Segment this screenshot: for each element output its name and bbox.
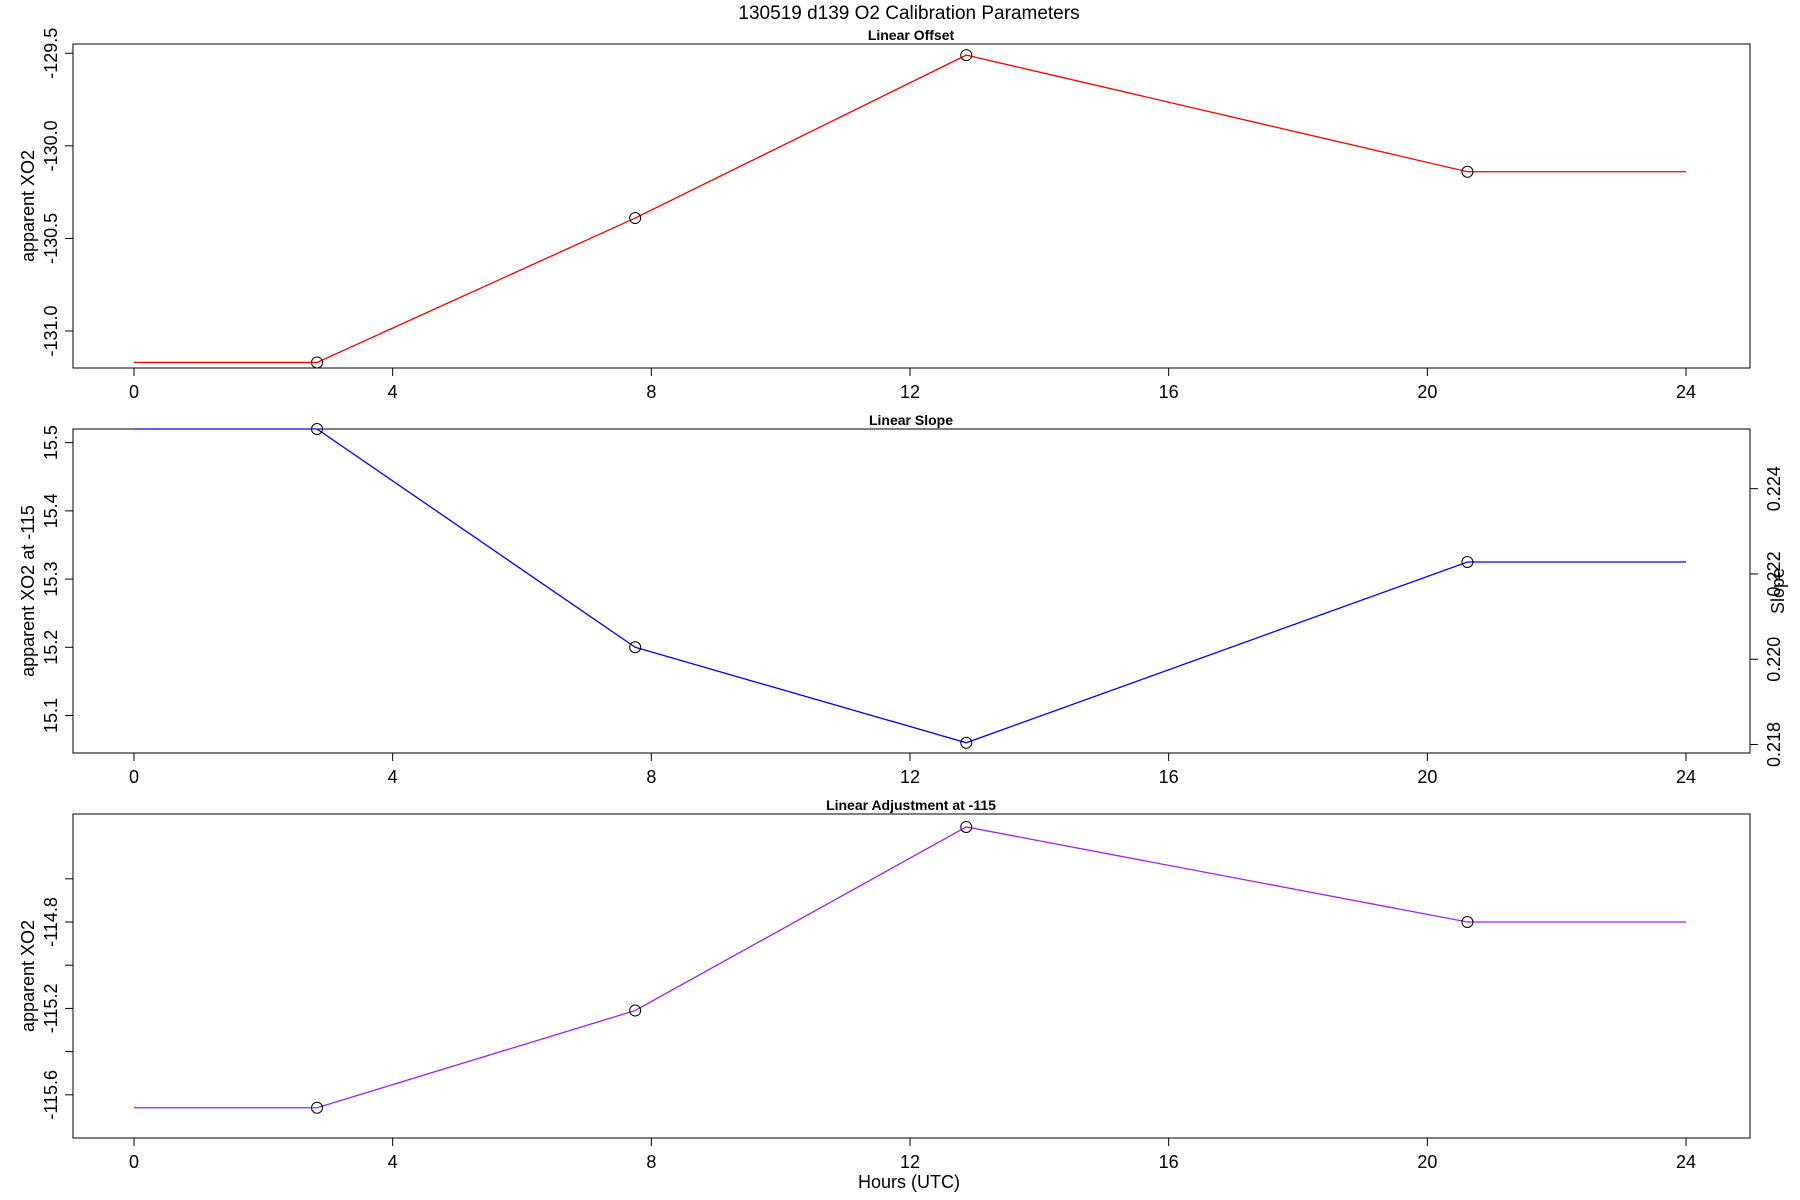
data-point bbox=[311, 1101, 324, 1114]
y2-tick-label: 0.218 bbox=[1764, 722, 1784, 767]
x-tick-label: 24 bbox=[1676, 767, 1696, 787]
y-tick-label: -130.0 bbox=[41, 120, 61, 171]
data-point bbox=[629, 1004, 642, 1017]
panel-linear-adjustment: Linear Adjustment at -115 0 4 8 12 16 20 24 -115… bbox=[18, 797, 1751, 1172]
plot-frame bbox=[72, 428, 1751, 754]
series-line bbox=[134, 826, 1686, 1109]
x-tick-label: 0 bbox=[129, 767, 139, 787]
y-tick-label: -129.5 bbox=[41, 28, 61, 79]
y-axis-label: apparent XO2 bbox=[18, 150, 38, 262]
x-axis-label: Hours (UTC) bbox=[858, 1172, 960, 1192]
x-tick-label: 0 bbox=[129, 382, 139, 402]
x-tick-label: 8 bbox=[646, 382, 656, 402]
x-tick-label: 0 bbox=[129, 1152, 139, 1172]
y-tick-label: -130.5 bbox=[41, 213, 61, 264]
data-point bbox=[629, 212, 642, 225]
figure-title: 130519 d139 O2 Calibration Parameters bbox=[738, 3, 1079, 24]
x-tick-label: 4 bbox=[388, 767, 398, 787]
x-tick-label: 12 bbox=[900, 767, 920, 787]
x-tick-label: 8 bbox=[646, 1152, 656, 1172]
x-tick-label: 4 bbox=[388, 1152, 398, 1172]
y2-tick-label: 0.224 bbox=[1764, 466, 1784, 511]
x-tick-label: 16 bbox=[1159, 1152, 1179, 1172]
panel-linear-slope: Linear Slope 0 4 8 12 16 20 24 15.1 15.2 15.3 15.4 1… bbox=[18, 412, 1788, 787]
y-tick-label: -114.8 bbox=[41, 897, 61, 947]
data-point bbox=[960, 736, 973, 749]
x-tick-label: 4 bbox=[388, 382, 398, 402]
y-tick-label: -131.0 bbox=[41, 305, 61, 356]
panel-linear-offset: Linear Offset 0 4 8 12 16 20 24 -131.0 -130.5 -130… bbox=[18, 27, 1751, 402]
x-tick-label: 24 bbox=[1676, 1152, 1696, 1172]
panel-title: Linear Slope bbox=[869, 412, 953, 428]
data-point bbox=[960, 820, 973, 833]
panel-title: Linear Offset bbox=[868, 27, 955, 43]
x-tick-label: 24 bbox=[1676, 382, 1696, 402]
y-tick-label: -115.2 bbox=[41, 984, 61, 1034]
y-tick-label: 15.4 bbox=[41, 493, 61, 528]
x-tick-label: 16 bbox=[1159, 767, 1179, 787]
y2-tick-label: 0.220 bbox=[1764, 637, 1784, 682]
data-point bbox=[1461, 556, 1474, 569]
data-point bbox=[311, 423, 324, 435]
x-tick-label: 16 bbox=[1159, 382, 1179, 402]
x-tick-label: 8 bbox=[646, 767, 656, 787]
y-axis-label: apparent XO2 bbox=[18, 920, 38, 1032]
plot-frame bbox=[72, 813, 1751, 1139]
y2-tick-label: 0.222 bbox=[1764, 551, 1784, 596]
y-tick-label: 15.5 bbox=[41, 425, 61, 460]
x-tick-label: 20 bbox=[1417, 767, 1437, 787]
plot-frame bbox=[72, 43, 1751, 369]
x-tick-label: 20 bbox=[1417, 1152, 1437, 1172]
y-tick-label: -115.6 bbox=[41, 1070, 61, 1120]
y-tick-label: 15.2 bbox=[41, 630, 61, 665]
y-axis-label: apparent XO2 at -115 bbox=[18, 505, 38, 677]
data-point bbox=[1461, 916, 1474, 928]
series-line bbox=[134, 428, 1686, 744]
y-tick-label: 15.1 bbox=[41, 698, 61, 733]
data-point bbox=[1461, 165, 1474, 178]
panel-title: Linear Adjustment at -115 bbox=[826, 797, 996, 813]
y2-axis-label: Slope bbox=[1768, 568, 1788, 614]
x-tick-label: 12 bbox=[900, 382, 920, 402]
x-tick-label: 20 bbox=[1417, 382, 1437, 402]
data-point bbox=[629, 641, 642, 654]
data-point bbox=[311, 356, 324, 369]
data-point bbox=[960, 49, 973, 62]
series-line bbox=[134, 54, 1686, 364]
y-tick-label: 15.3 bbox=[41, 562, 61, 597]
x-tick-label: 12 bbox=[900, 1152, 920, 1172]
